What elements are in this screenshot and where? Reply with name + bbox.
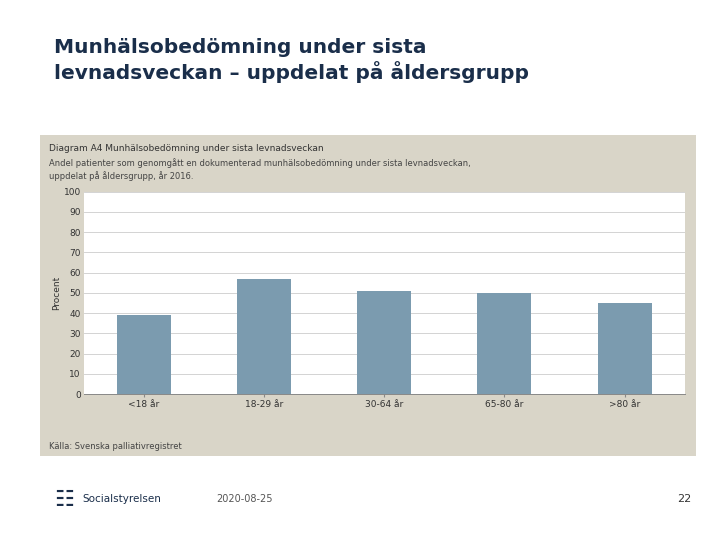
Y-axis label: Procent: Procent xyxy=(52,276,60,310)
Text: Diagram A4 Munhälsobedömning under sista levnadsveckan: Diagram A4 Munhälsobedömning under sista… xyxy=(49,144,323,153)
Bar xyxy=(598,303,652,394)
Bar xyxy=(357,291,411,394)
Text: Andel patienter som genomgått en dokumenterad munhälsobedömning under sista levn: Andel patienter som genomgått en dokumen… xyxy=(49,158,471,181)
Text: 22: 22 xyxy=(677,495,691,504)
Text: 2020-08-25: 2020-08-25 xyxy=(216,495,272,504)
Bar xyxy=(117,315,171,394)
Bar xyxy=(237,279,291,394)
Text: Socialstyrelsen: Socialstyrelsen xyxy=(83,495,162,504)
Bar xyxy=(477,293,531,394)
Text: ☷: ☷ xyxy=(54,489,74,510)
Text: Munhälsobedömning under sista
levnadsveckan – uppdelat på åldersgrupp: Munhälsobedömning under sista levnadsvec… xyxy=(54,38,529,83)
Text: Källa: Svenska palliativregistret: Källa: Svenska palliativregistret xyxy=(49,442,181,451)
